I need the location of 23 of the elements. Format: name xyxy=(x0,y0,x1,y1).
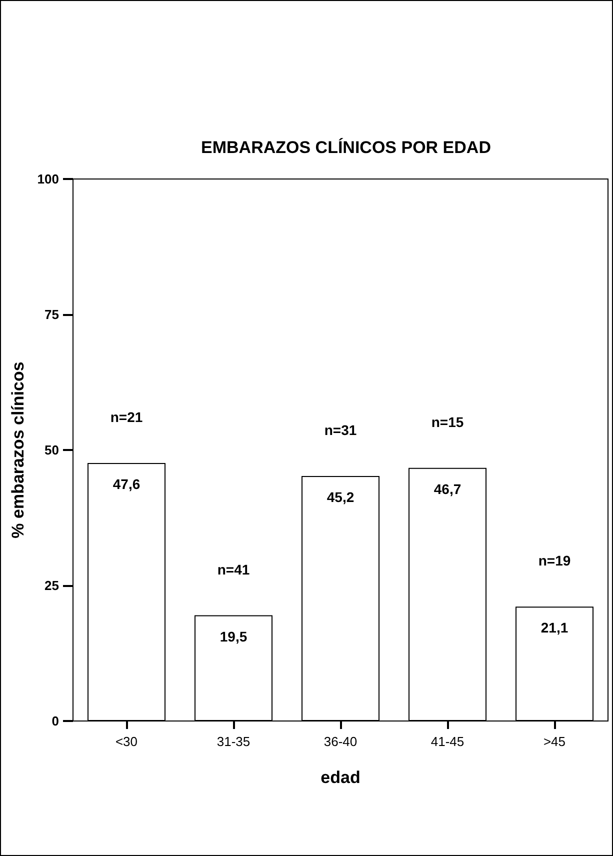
data-label: 47,6 xyxy=(112,476,140,492)
y-axis-title: % embarazos clínicos xyxy=(8,362,28,538)
annotation: n=15 xyxy=(431,414,464,430)
chart-title: EMBARAZOS CLÍNICOS POR EDAD xyxy=(201,137,491,157)
x-tick-label: 31-35 xyxy=(216,734,250,749)
y-tick-label: 0 xyxy=(52,714,59,728)
y-tick-label: 50 xyxy=(44,442,59,458)
y-tick-label: 75 xyxy=(44,307,59,322)
x-tick-label: >45 xyxy=(543,734,566,749)
data-label: 21,1 xyxy=(540,620,568,636)
y-tick-label: 25 xyxy=(44,578,59,593)
annotation: n=21 xyxy=(110,409,143,426)
data-label: 19,5 xyxy=(220,628,248,644)
annotation: n=31 xyxy=(324,422,357,438)
annotation: n=41 xyxy=(217,561,250,578)
y-tick-label: 100 xyxy=(37,172,59,186)
data-label: 46,7 xyxy=(434,480,462,497)
x-axis-title: edad xyxy=(320,768,360,787)
annotation: n=19 xyxy=(538,552,571,569)
x-tick-label: <30 xyxy=(115,734,138,749)
x-tick-label: 41-45 xyxy=(430,734,464,749)
data-label: 45,2 xyxy=(326,489,354,506)
x-tick-label: 36-40 xyxy=(324,734,358,749)
